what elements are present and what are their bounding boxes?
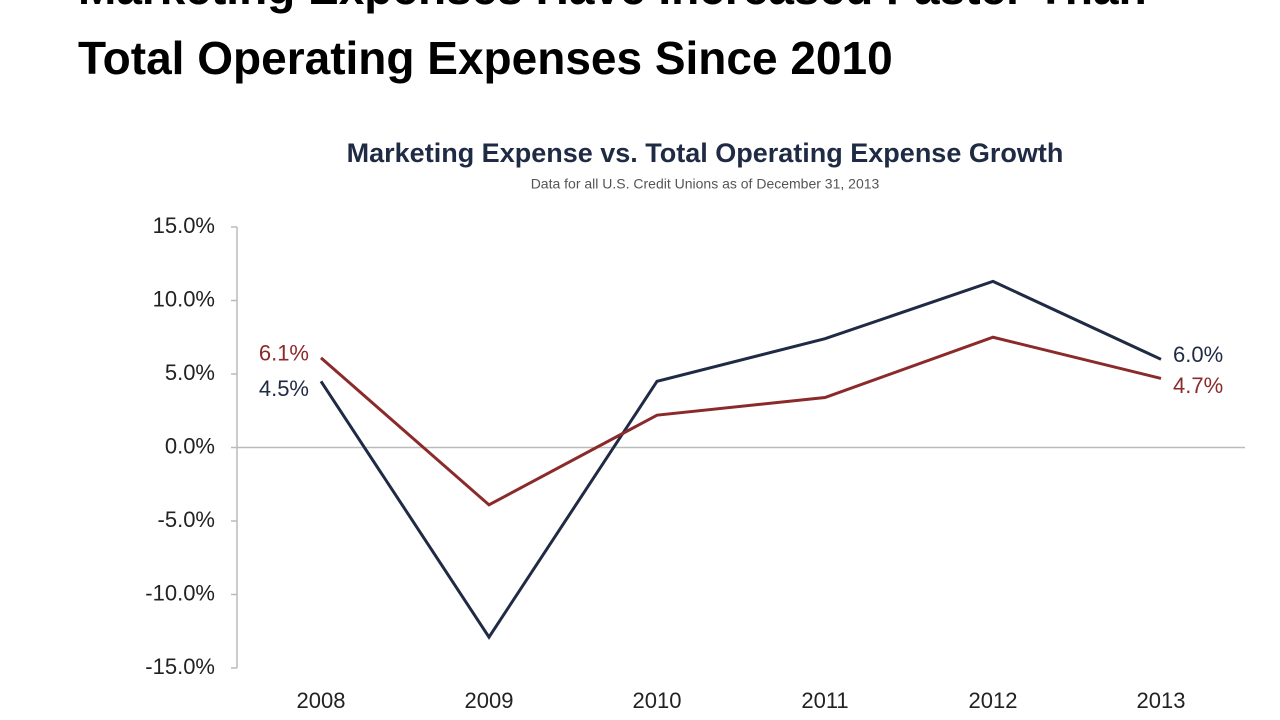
y-tick-label: 0.0% [165,433,215,458]
y-tick-label: -15.0% [145,654,215,679]
data-label: 6.0% [1173,342,1223,367]
slide-title-line: Total Operating Expenses Since 2010 [78,32,893,84]
chart-subtitle: Data for all U.S. Credit Unions as of De… [531,176,880,192]
chart-title: Marketing Expense vs. Total Operating Ex… [347,138,1064,168]
x-tick-label: 2012 [969,688,1018,713]
series-line [320,335,1162,507]
x-tick-label: 2011 [801,688,848,713]
y-tick-label: -5.0% [158,507,215,532]
data-label: 6.1% [259,341,309,366]
x-tick-label: 2010 [633,688,682,713]
data-label: 4.7% [1173,373,1223,398]
x-tick-label: 2013 [1137,688,1186,713]
y-tick-label: 15.0% [153,213,215,238]
series-line [319,279,1162,640]
x-tick-label: 2008 [297,688,346,713]
y-tick-label: -10.0% [145,580,215,605]
data-label: 4.5% [259,376,309,401]
x-tick-label: 2009 [465,688,514,713]
y-tick-label: 10.0% [153,286,215,311]
y-tick-label: 5.0% [165,360,215,385]
slide-title-line: Marketing Expenses Have Increased Faster… [78,0,1147,14]
